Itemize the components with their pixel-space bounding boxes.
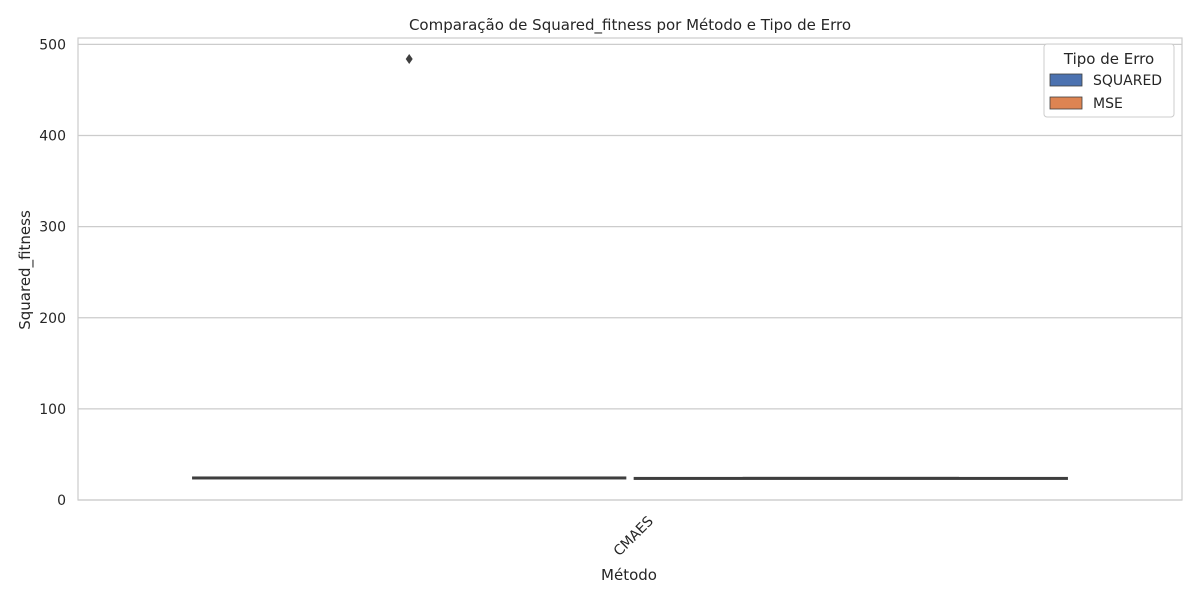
x-tick-label: CMAES [611,513,657,559]
y-tick-label: 300 [39,220,66,236]
legend-title: Tipo de Erro [1063,50,1154,68]
plot-area [77,37,1183,501]
x-axis-ticks: CMAES [611,513,657,559]
y-tick-label: 0 [57,493,66,509]
y-axis-ticks: 0 100 200 300 400 500 [39,37,66,509]
legend-swatch-mse [1049,96,1083,110]
grid-lines [78,43,1182,501]
box-series [192,53,1068,480]
y-tick-label: 400 [39,129,66,145]
outlier-point [405,53,413,64]
legend-label-squared: SQUARED [1093,73,1162,89]
y-axis-label: Squared_fitness [16,210,35,330]
legend-label-mse: MSE [1093,96,1123,112]
x-axis-label: Método [601,566,657,584]
chart-title: Comparação de Squared_fitness por Método… [409,16,851,35]
legend-swatch-squared [1049,73,1083,87]
legend: Tipo de Erro SQUARED MSE [1043,43,1175,118]
y-tick-label: 100 [39,402,66,418]
y-tick-label: 500 [39,37,66,53]
box-mse [633,476,1068,480]
box-squared [192,53,627,480]
y-tick-label: 200 [39,311,66,327]
